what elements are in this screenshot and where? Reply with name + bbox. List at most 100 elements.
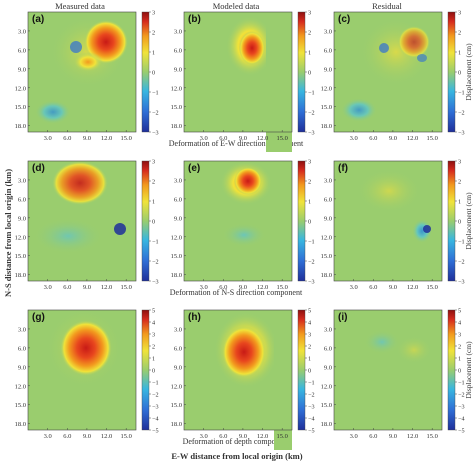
panel-letter: (g) xyxy=(32,312,45,323)
colorbar-tick-label: −2 xyxy=(458,391,465,398)
colorbar xyxy=(297,160,306,282)
x-tick-label: 6.0 xyxy=(63,135,71,142)
panel-d: (d) 3.0 6.0 9.0 12.0 15.0 18.0 3.0 6.0 9.0 12.0 15.… xyxy=(15,158,159,291)
panel-c: (c) 3.0 6.0 9.0 12.0 15.0 18.0 3.0 6.0 9.0 12.0 15.… xyxy=(321,9,473,142)
column-header-measured: Measured data xyxy=(55,1,105,11)
y-tick-label: 9.0 xyxy=(174,66,182,73)
y-tick-label: 18.0 xyxy=(171,123,182,130)
y-tick-label: 3.0 xyxy=(18,28,26,35)
colorbar-tick-label: −5 xyxy=(458,427,465,434)
colorbar-tick-label: −1 xyxy=(458,379,465,386)
panel-g: (g) 3.0 6.0 9.0 12.0 15.0 18.0 3.0 6.0 9.0 12.0 15.… xyxy=(15,307,159,440)
colorbar-tick-label: 3 xyxy=(152,9,155,16)
y-tick-label: 3.0 xyxy=(324,177,332,184)
y-tick-label: 6.0 xyxy=(324,345,332,352)
panel-f: (f) 3.0 6.0 9.0 12.0 15.0 18.0 3.0 6.0 9.0 12.0 15.… xyxy=(321,158,473,291)
colorbar xyxy=(297,11,306,133)
x-tick-label: 15.0 xyxy=(426,135,437,142)
colorbar-tick-label: 5 xyxy=(152,307,155,314)
plot-frame xyxy=(183,160,293,282)
x-tick-label: 3.0 xyxy=(200,433,208,440)
colorbar-tick-label: 1 xyxy=(152,355,155,362)
colorbar-tick-label: −2 xyxy=(152,391,159,398)
y-tick-label: 15.0 xyxy=(15,402,26,409)
y-tick-label: 18.0 xyxy=(171,272,182,279)
x-tick-label: 12.0 xyxy=(407,284,418,291)
colorbar-tick-label: 5 xyxy=(458,307,461,314)
y-tick-label: 12.0 xyxy=(171,234,182,241)
colorbar-tick-label: 2 xyxy=(458,178,461,185)
colorbar-tick-label: 0 xyxy=(458,69,461,76)
plot-area xyxy=(334,12,442,132)
colorbar-tick-label: 2 xyxy=(308,178,311,185)
x-tick-label: 9.0 xyxy=(389,433,397,440)
y-tick-label: 15.0 xyxy=(15,104,26,111)
colorbar-tick-label: 0 xyxy=(152,218,155,225)
colorbar-tick-label: 3 xyxy=(152,158,155,165)
x-tick-label: 9.0 xyxy=(239,433,247,440)
x-axis-label: E-W distance from local origin (km) xyxy=(171,451,302,461)
y-tick-label: 18.0 xyxy=(321,272,332,279)
x-tick-label: 6.0 xyxy=(219,135,227,142)
x-tick-label: 15.0 xyxy=(276,284,287,291)
panel-letter: (e) xyxy=(188,163,200,174)
y-tick-label: 3.0 xyxy=(174,28,182,35)
colorbar-tick-label: 1 xyxy=(458,355,461,362)
colorbar-tick-label: 3 xyxy=(308,9,311,16)
x-tick-label: 3.0 xyxy=(350,433,358,440)
colorbar-tick-label: −3 xyxy=(308,129,315,136)
x-tick-label: 6.0 xyxy=(219,284,227,291)
y-tick-label: 9.0 xyxy=(18,66,26,73)
colorbar-tick-label: 2 xyxy=(152,29,155,36)
x-tick-label: 12.0 xyxy=(257,284,268,291)
colorbar-tick-label: 2 xyxy=(308,343,311,350)
x-tick-label: 9.0 xyxy=(83,433,91,440)
y-tick-label: 3.0 xyxy=(18,326,26,333)
plot-area xyxy=(28,161,136,281)
colorbar-tick-label: 3 xyxy=(458,331,461,338)
y-tick-label: 9.0 xyxy=(174,215,182,222)
y-tick-label: 3.0 xyxy=(174,177,182,184)
y-tick-label: 18.0 xyxy=(15,421,26,428)
colorbar-tick-label: −3 xyxy=(458,403,465,410)
colorbar-tick-label: 3 xyxy=(308,331,311,338)
plot-area xyxy=(184,161,292,281)
y-tick-label: 18.0 xyxy=(15,272,26,279)
colorbar-tick-label: −4 xyxy=(152,415,159,422)
colorbar xyxy=(141,309,150,431)
colorbar-label: Displacement (cm) xyxy=(464,192,473,250)
y-tick-label: 9.0 xyxy=(18,215,26,222)
colorbar-tick-label: 0 xyxy=(152,367,155,374)
colorbar-tick-label: 1 xyxy=(152,198,155,205)
colorbar-tick-label: −3 xyxy=(152,403,159,410)
plot-frame xyxy=(27,160,137,282)
panel-a: (a) 3.0 6.0 9.0 12.0 15.0 18.0 3.0 6.0 9.0 12.0 15.… xyxy=(15,9,159,142)
y-tick-label: 15.0 xyxy=(171,253,182,260)
colorbar-tick-label: 1 xyxy=(308,49,311,56)
y-tick-label: 6.0 xyxy=(324,47,332,54)
deformation-pattern xyxy=(357,169,432,243)
colorbar xyxy=(447,11,456,133)
y-tick-label: 6.0 xyxy=(324,196,332,203)
panel-letter: (i) xyxy=(338,312,347,323)
x-tick-label: 12.0 xyxy=(407,433,418,440)
y-tick-label: 3.0 xyxy=(324,326,332,333)
colorbar-tick-label: −1 xyxy=(458,238,465,245)
x-tick-label: 3.0 xyxy=(200,135,208,142)
y-tick-label: 6.0 xyxy=(18,345,26,352)
row-caption-depth: Deformation of depth component xyxy=(183,437,291,446)
y-tick-label: 15.0 xyxy=(171,104,182,111)
x-tick-label: 15.0 xyxy=(276,433,287,440)
x-tick-label: 3.0 xyxy=(350,135,358,142)
colorbar-tick-label: −3 xyxy=(152,278,159,285)
plot-frame xyxy=(27,11,137,133)
plot-area xyxy=(184,310,292,450)
colorbar-tick-label: −2 xyxy=(152,258,159,265)
y-tick-label: 9.0 xyxy=(324,66,332,73)
panel-b: (b) 3.0 6.0 9.0 12.0 15.0 18.0 3.0 6.0 9.0 12.0 15.… xyxy=(171,9,315,152)
y-tick-label: 3.0 xyxy=(174,326,182,333)
colorbar xyxy=(447,160,456,282)
colorbar-tick-label: 2 xyxy=(152,178,155,185)
y-tick-label: 12.0 xyxy=(321,383,332,390)
y-tick-label: 15.0 xyxy=(171,402,182,409)
